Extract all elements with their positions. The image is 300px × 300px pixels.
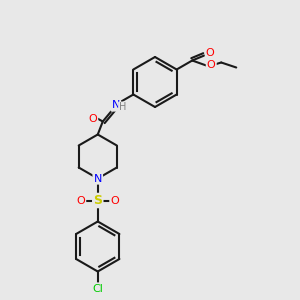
Text: H: H bbox=[119, 103, 126, 112]
Text: O: O bbox=[207, 61, 216, 70]
Text: O: O bbox=[88, 113, 97, 124]
Text: N: N bbox=[94, 173, 102, 184]
Text: O: O bbox=[206, 47, 214, 58]
Text: S: S bbox=[93, 194, 102, 207]
Text: Cl: Cl bbox=[92, 284, 103, 293]
Text: N: N bbox=[112, 100, 120, 110]
Text: O: O bbox=[110, 196, 119, 206]
Text: O: O bbox=[76, 196, 85, 206]
